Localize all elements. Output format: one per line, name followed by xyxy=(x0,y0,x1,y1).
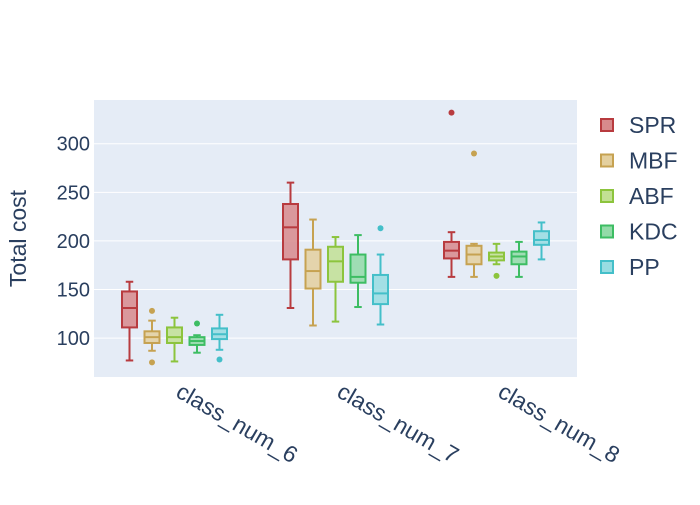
box-kdc-class_num_8 xyxy=(510,240,528,278)
series-pp xyxy=(211,221,550,363)
legend-label: SPR xyxy=(629,112,676,138)
iqr-box xyxy=(282,202,299,261)
x-tick-label-class_num_7: class_num_7 xyxy=(333,378,463,468)
y-tick-label-300: 300 xyxy=(57,134,90,156)
legend-label: KDC xyxy=(629,219,678,245)
outlier-point xyxy=(377,225,384,232)
box-kdc-class_num_6 xyxy=(188,320,206,354)
legend-swatch xyxy=(600,118,614,132)
box-mbf-class_num_7 xyxy=(304,218,322,327)
legend-item-mbf[interactable]: MBF xyxy=(600,148,678,174)
x-tick-label-class_num_6: class_num_6 xyxy=(172,378,302,468)
iqr-box xyxy=(304,248,322,290)
box-spr-class_num_8 xyxy=(443,109,460,278)
outlier-point xyxy=(448,109,455,116)
box-spr-class_num_6 xyxy=(121,280,138,362)
x-tick-labels: class_num_6 class_num_7 class_num_8 xyxy=(172,378,624,468)
outlier-point xyxy=(194,320,200,327)
iqr-box xyxy=(372,273,389,306)
box-kdc-class_num_7 xyxy=(349,234,367,309)
legend-label: ABF xyxy=(629,183,674,209)
box-abf-class_num_6 xyxy=(166,316,183,363)
legend-item-abf[interactable]: ABF xyxy=(600,183,674,209)
iqr-box xyxy=(121,290,138,329)
legend-swatch xyxy=(600,189,614,203)
legend[interactable]: SPR MBF ABF KDC PP xyxy=(600,112,678,280)
series-spr xyxy=(121,109,460,362)
y-tick-label-250: 250 xyxy=(57,182,90,204)
iqr-box xyxy=(510,250,528,266)
outlier-point xyxy=(471,150,477,157)
series-mbf xyxy=(143,150,483,366)
box-pp-class_num_7 xyxy=(372,225,389,326)
y-tick-labels: 100 150 200 250 300 xyxy=(57,134,90,350)
y-tick-label-200: 200 xyxy=(57,231,90,253)
box-series xyxy=(121,109,550,366)
legend-swatch xyxy=(600,260,614,274)
y-tick-label-100: 100 xyxy=(57,328,90,350)
iqr-box xyxy=(327,245,344,283)
box-mbf-class_num_6 xyxy=(143,307,161,366)
outlier-point xyxy=(493,272,500,279)
y-axis-label: Total cost xyxy=(5,189,31,287)
outlier-point xyxy=(149,307,155,314)
legend-swatch xyxy=(600,224,614,239)
box-pp-class_num_8 xyxy=(533,221,550,261)
box-abf-class_num_8 xyxy=(488,242,505,279)
box-spr-class_num_7 xyxy=(282,181,299,309)
y-tick-label-150: 150 xyxy=(57,280,90,302)
box-mbf-class_num_8 xyxy=(465,150,483,278)
outlier-point xyxy=(149,359,155,366)
legend-item-kdc[interactable]: KDC xyxy=(600,219,678,245)
legend-swatch xyxy=(600,153,614,168)
box-pp-class_num_6 xyxy=(211,313,228,363)
legend-label: MBF xyxy=(629,148,678,174)
legend-label: PP xyxy=(629,254,660,280)
iqr-box xyxy=(533,230,550,246)
legend-item-spr[interactable]: SPR xyxy=(600,112,676,138)
box-abf-class_num_7 xyxy=(327,236,344,323)
x-tick-label-class_num_8: class_num_8 xyxy=(494,378,624,468)
series-kdc xyxy=(188,234,528,354)
series-abf xyxy=(166,236,505,363)
iqr-box xyxy=(349,253,367,284)
legend-item-pp[interactable]: PP xyxy=(600,254,660,280)
outlier-point xyxy=(216,356,223,363)
iqr-box xyxy=(166,326,183,344)
